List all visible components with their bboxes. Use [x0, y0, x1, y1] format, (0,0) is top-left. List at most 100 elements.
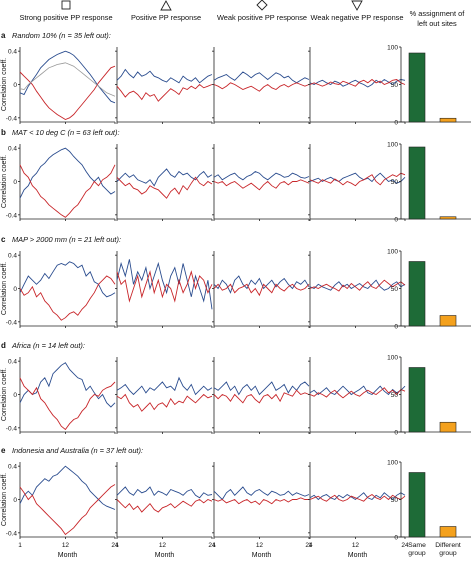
y-tick-label: 50: [391, 82, 399, 89]
square-icon: [61, 0, 71, 10]
column-header: Weak positive PP response: [217, 13, 307, 22]
series-line-red: [309, 279, 406, 292]
panel-letter: c: [1, 235, 6, 244]
column-header: Weak negative PP response: [311, 13, 404, 22]
bar-category-label: group: [408, 550, 426, 557]
bar-different-group: [439, 117, 457, 123]
bar-category-label: group: [439, 550, 457, 557]
series-line-blue: [309, 385, 406, 396]
x-tick-label: 12: [159, 542, 167, 549]
y-tick-label: 0: [13, 82, 17, 89]
line-panel: [115, 251, 213, 328]
line-panel: -0.4 0 0.4 1 12 24 Month: [6, 462, 119, 559]
bar-panel: 0 50 100: [387, 45, 471, 127]
line-panel: -0.4 0 0.4: [6, 144, 116, 221]
line-panel: 1 12 24 Month: [308, 462, 409, 559]
column-header: Positive PP response: [131, 13, 201, 22]
diamond-icon: [256, 0, 268, 11]
panel-letter: e: [1, 446, 6, 455]
y-tick-label: 100: [387, 45, 398, 52]
bar-different-group: [439, 526, 457, 538]
bar-panel: 0 50 100: [387, 142, 471, 224]
bar-category-label: Different: [435, 542, 461, 549]
x-tick-label: 12: [62, 542, 70, 549]
series-line-red: [213, 497, 309, 506]
line-panel: [212, 357, 310, 434]
series-line-blue: [116, 486, 213, 499]
series-line-blue: [19, 147, 116, 199]
bar-panel: 0 50 100: [387, 249, 471, 331]
y-tick-label: 100: [387, 460, 398, 467]
line-panel: [115, 357, 213, 434]
y-tick-label: 50: [391, 179, 399, 186]
series-line-red: [309, 172, 406, 187]
line-panel: 1 12 24 Month: [115, 462, 216, 559]
line-panel: [212, 47, 310, 124]
y-axis-label: Correlation coeff.: [1, 155, 8, 208]
bar-same-group: [408, 367, 426, 433]
series-line-red: [309, 493, 406, 502]
x-tick-label: 24: [111, 542, 119, 549]
series-line-red: [213, 82, 310, 92]
y-tick-label: 0.4: [8, 146, 17, 153]
panel-title: Random 10% (n = 35 left out):: [12, 31, 111, 40]
line-panel: -0.4 0 0.4: [6, 251, 116, 328]
y-tick-label: 50: [391, 392, 399, 399]
series-line-blue: [19, 465, 116, 510]
x-tick-label: 24: [305, 542, 313, 549]
y-tick-label: 0.4: [8, 464, 17, 471]
line-panel: [115, 47, 213, 124]
series-line-red: [19, 275, 116, 321]
series-line-red: [19, 164, 116, 218]
y-axis-label: Correlation coeff.: [1, 473, 8, 526]
series-line-red: [213, 283, 310, 297]
bar-panel: 0 50 100: [387, 355, 471, 437]
y-tick-label: 0: [394, 430, 398, 437]
series-line-blue: [213, 170, 310, 181]
x-axis-label: Month: [252, 552, 272, 559]
y-tick-label: -0.4: [6, 115, 18, 122]
bar-different-group: [439, 315, 457, 327]
series-line-red: [116, 176, 213, 199]
series-line-grey: [19, 62, 116, 97]
y-tick-label: -0.4: [6, 425, 18, 432]
inverted-triangle-icon: [351, 0, 363, 11]
series-line-red: [213, 179, 310, 191]
column-header: Strong positive PP response: [19, 13, 112, 22]
bar-same-group: [408, 261, 426, 327]
y-tick-label: 50: [391, 497, 399, 504]
series-line-blue: [213, 275, 310, 294]
y-tick-label: 0: [13, 497, 17, 504]
line-panel: [308, 251, 406, 328]
series-line-blue: [116, 168, 213, 187]
bar-same-group: [408, 52, 426, 123]
y-tick-label: 100: [387, 142, 398, 149]
series-line-blue: [116, 68, 213, 84]
x-tick-label: 1: [212, 542, 216, 549]
line-panel: [212, 251, 310, 328]
series-line-red: [116, 270, 213, 303]
series-line-blue: [116, 259, 213, 310]
x-tick-label: 24: [208, 542, 216, 549]
x-tick-label: 24: [401, 542, 409, 549]
y-tick-label: -0.4: [6, 319, 18, 326]
series-line-red: [19, 377, 116, 431]
line-panel: 1 12 24 Month: [212, 462, 313, 559]
y-tick-label: 100: [387, 249, 398, 256]
series-line-blue: [213, 71, 310, 84]
series-line-red: [116, 83, 213, 102]
series-line-blue: [213, 381, 310, 396]
panel-title: Africa (n = 14 left out):: [11, 341, 85, 350]
column-header-line: left out sites: [417, 19, 457, 28]
series-line-blue: [116, 376, 213, 396]
series-line-blue: [19, 261, 116, 298]
y-tick-label: 0: [13, 179, 17, 186]
series-line-red: [309, 387, 406, 399]
y-tick-label: -0.4: [6, 530, 18, 537]
y-tick-label: 0: [394, 217, 398, 224]
x-axis-label: Month: [348, 552, 368, 559]
y-axis-label: Correlation coeff.: [1, 262, 8, 315]
y-tick-label: 0: [13, 286, 17, 293]
